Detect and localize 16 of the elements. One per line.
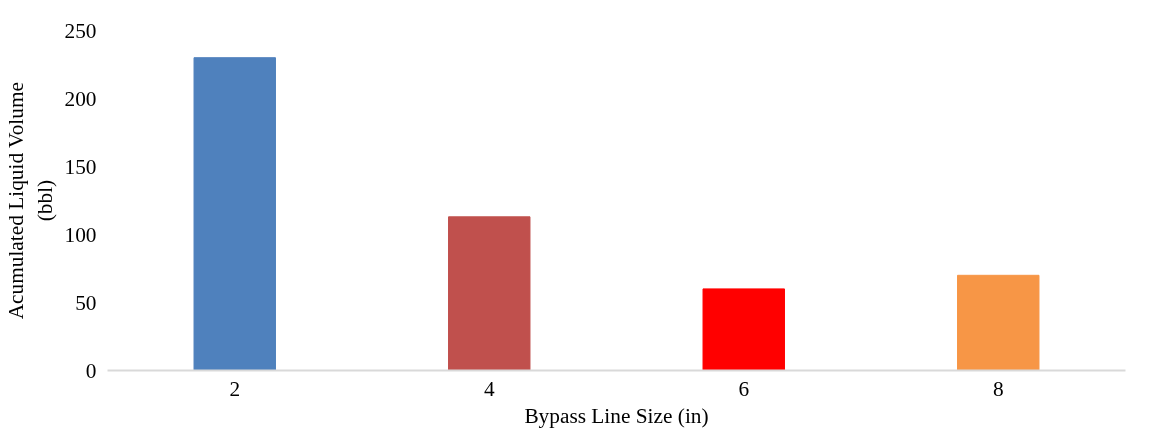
y-tick-label: 50 xyxy=(75,290,97,315)
x-tick-label: 2 xyxy=(229,376,241,401)
y-tick-label: 0 xyxy=(85,358,97,383)
y-axis-title: Acumulated Liquid Volume (bbl) xyxy=(3,82,57,320)
x-tick-label: 8 xyxy=(992,376,1004,401)
x-tick-label: 6 xyxy=(738,376,750,401)
x-tick-label: 4 xyxy=(483,376,495,401)
y-tick-label: 250 xyxy=(64,18,97,43)
y-tick-label: 200 xyxy=(64,86,97,111)
bar xyxy=(448,216,531,371)
x-axis-title: Bypass Line Size (in) xyxy=(524,403,709,428)
bar xyxy=(957,274,1040,371)
y-tick-label: 150 xyxy=(64,154,97,179)
y-tick-label: 100 xyxy=(64,222,97,247)
bar xyxy=(702,288,785,371)
bar xyxy=(193,57,276,371)
